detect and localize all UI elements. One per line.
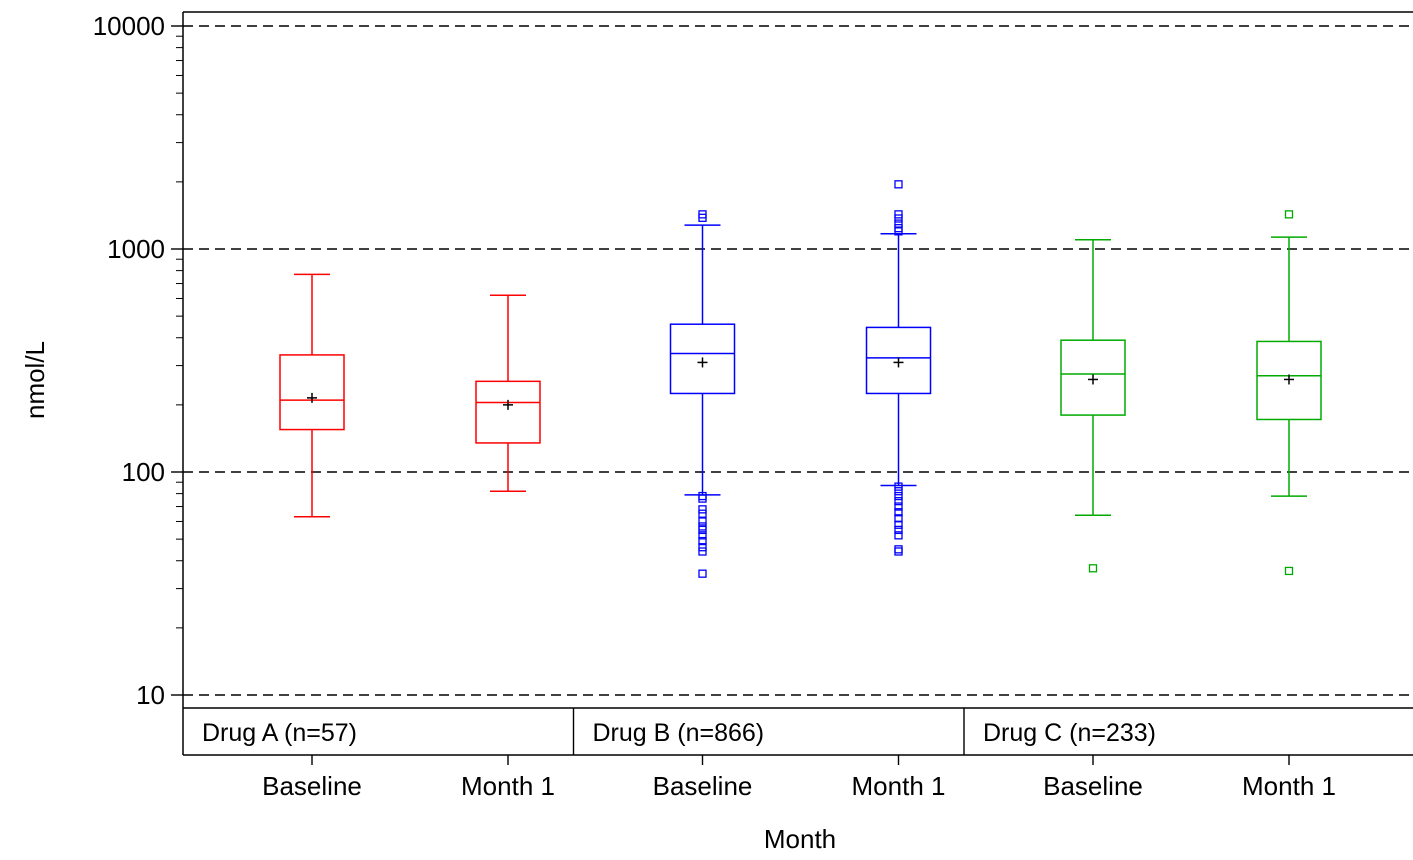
outlier-point [894,531,903,540]
iqr-box [1256,340,1322,421]
outlier-point [894,491,903,501]
x-tick-label: Baseline [262,771,362,801]
y-tick-label: 10000 [93,11,165,41]
x-tick-label: Month 1 [852,771,946,801]
iqr-box [865,326,932,395]
box-2-1 [1256,210,1322,576]
y-tick-label: 100 [122,457,165,487]
outlier-point [1284,566,1294,576]
box-1-0 [669,210,736,578]
outlier-point [894,487,903,496]
group-label: Drug B (n=866) [593,719,765,747]
outlier-point [1088,564,1098,573]
iqr-box [669,323,736,395]
box-2-0 [1060,239,1126,573]
outlier-point [894,180,903,189]
outlier-point [698,536,707,546]
box-1-1 [865,180,932,556]
outlier-point [894,545,903,554]
x-tick-label: Baseline [653,771,753,801]
reference-lines [183,25,1413,696]
outlier-point [698,505,707,514]
axes: 10 100 1000 10000 [93,11,1413,765]
outlier-point [1284,210,1294,219]
outlier-point [894,508,903,517]
outlier-point [698,531,707,540]
x-axis-title: Month [764,824,836,854]
outlier-point [698,494,707,503]
outlier-point [894,525,903,535]
outlier-point [698,543,707,552]
iqr-box [475,380,541,444]
outlier-point [698,517,707,526]
outlier-point [894,547,903,556]
outlier-point [698,509,707,518]
y-tick-label: 10 [136,680,165,710]
x-tick-label: Month 1 [461,771,555,801]
outlier-point [894,214,903,223]
group-label: Drug C (n=233) [983,719,1156,747]
y-axis-title: nmol/L [20,341,50,419]
outlier-point [894,482,903,491]
outlier-point [894,502,903,511]
box-0-0 [279,273,345,518]
iqr-box [279,354,345,431]
y-tick-label: 1000 [107,234,165,264]
outlier-point [894,210,903,219]
x-tick-label: Month 1 [1242,771,1336,801]
outlier-point [894,520,903,529]
outlier-point [698,569,707,578]
x-tick-label: Baseline [1043,771,1143,801]
outlier-point [698,525,707,535]
labels: nmol/L Month Drug A (n=57) Baseline Month … [20,341,1336,854]
outlier-point [894,219,903,228]
group-label: Drug A (n=57) [202,719,357,747]
outlier-point [894,227,903,236]
outlier-point [698,213,707,222]
outlier-point [894,497,903,506]
boxes [279,180,1322,578]
box-0-1 [475,294,541,492]
outlier-point [698,547,707,556]
iqr-box [1060,339,1126,416]
